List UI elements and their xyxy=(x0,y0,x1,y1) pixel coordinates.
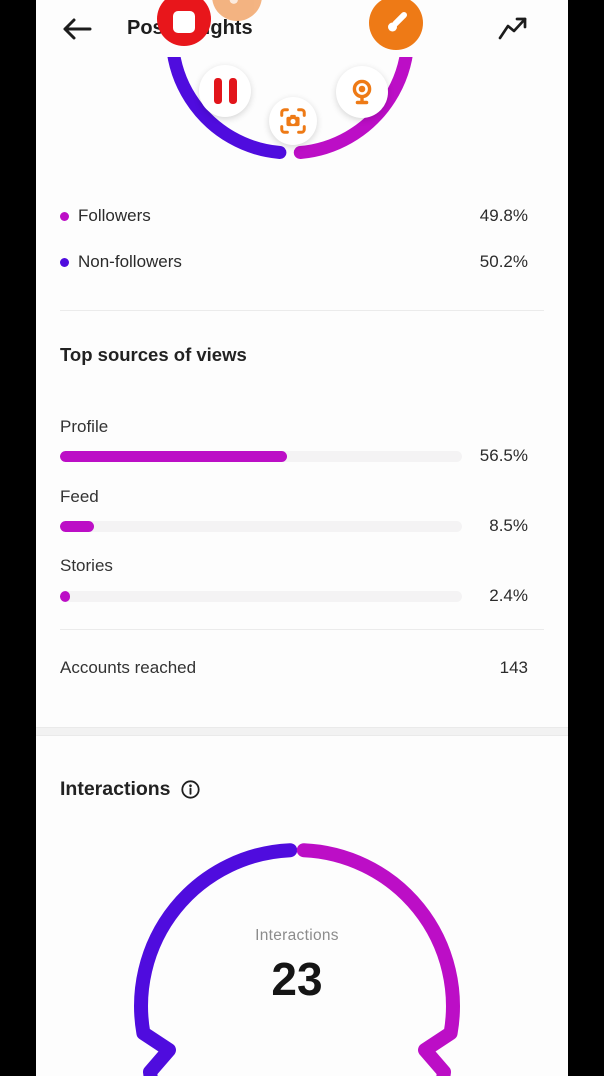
source-value-stories: 2.4% xyxy=(489,586,528,605)
accounts-reached-value: 143 xyxy=(499,658,528,677)
nonfollowers-label: Non-followers xyxy=(78,252,182,271)
divider xyxy=(60,629,544,630)
accounts-reached-label: Accounts reached xyxy=(60,658,197,677)
interactions-title: Interactions xyxy=(60,778,171,800)
legend-row-followers: Followers 49.8% xyxy=(36,203,568,229)
camera-toggle-button[interactable] xyxy=(336,66,388,118)
post-insights-screen: Post Insights xyxy=(36,0,568,1076)
top-sources-heading: Top sources of views xyxy=(60,344,247,365)
trending-up-icon xyxy=(498,17,527,39)
source-label-stories: Stories xyxy=(60,556,113,575)
followers-dot-icon xyxy=(60,211,69,221)
nonfollowers-dot-icon xyxy=(60,257,69,267)
source-value-feed: 8.5% xyxy=(489,516,528,535)
header-bar: Post Insights xyxy=(36,0,568,57)
progress-track xyxy=(60,520,462,532)
followers-value: 49.8% xyxy=(479,206,528,225)
source-label-feed: Feed xyxy=(60,487,99,506)
progress-fill xyxy=(60,520,95,532)
pause-icon xyxy=(213,78,237,104)
interactions-heading: Interactions xyxy=(60,778,201,801)
pause-record-button[interactable] xyxy=(199,65,251,117)
progress-fill xyxy=(60,590,70,602)
camera-scan-icon xyxy=(280,108,306,134)
info-icon xyxy=(180,780,200,799)
source-bar-feed: 8.5% xyxy=(60,516,528,536)
donut-charts-canvas xyxy=(134,0,460,1076)
interactions-center-value: 23 xyxy=(271,953,323,1005)
paintbrush-icon xyxy=(388,12,407,32)
legend-row-nonfollowers: Non-followers 50.2% xyxy=(36,249,568,275)
progress-track xyxy=(60,450,462,462)
webcam-icon xyxy=(352,79,372,105)
source-label-profile: Profile xyxy=(60,417,109,436)
followers-label: Followers xyxy=(78,206,151,225)
paintbrush-faded-icon xyxy=(229,0,238,4)
progress-fill xyxy=(60,450,288,462)
source-value-profile: 56.5% xyxy=(479,446,528,465)
info-button[interactable] xyxy=(180,779,201,800)
source-bar-profile: 56.5% xyxy=(60,446,528,466)
progress-track xyxy=(60,590,462,602)
screenshot-button[interactable] xyxy=(269,97,317,145)
arrow-left-icon xyxy=(63,18,92,39)
divider xyxy=(60,310,544,311)
accounts-reached-row: Accounts reached 143 xyxy=(36,658,568,678)
interactions-center-label: Interactions xyxy=(255,927,339,944)
stop-record-icon xyxy=(173,10,195,33)
trending-button[interactable] xyxy=(496,15,530,43)
nonfollowers-value: 50.2% xyxy=(479,252,528,271)
section-separator-band xyxy=(36,727,568,736)
back-button[interactable] xyxy=(59,16,93,42)
source-bar-stories: 2.4% xyxy=(60,586,528,606)
